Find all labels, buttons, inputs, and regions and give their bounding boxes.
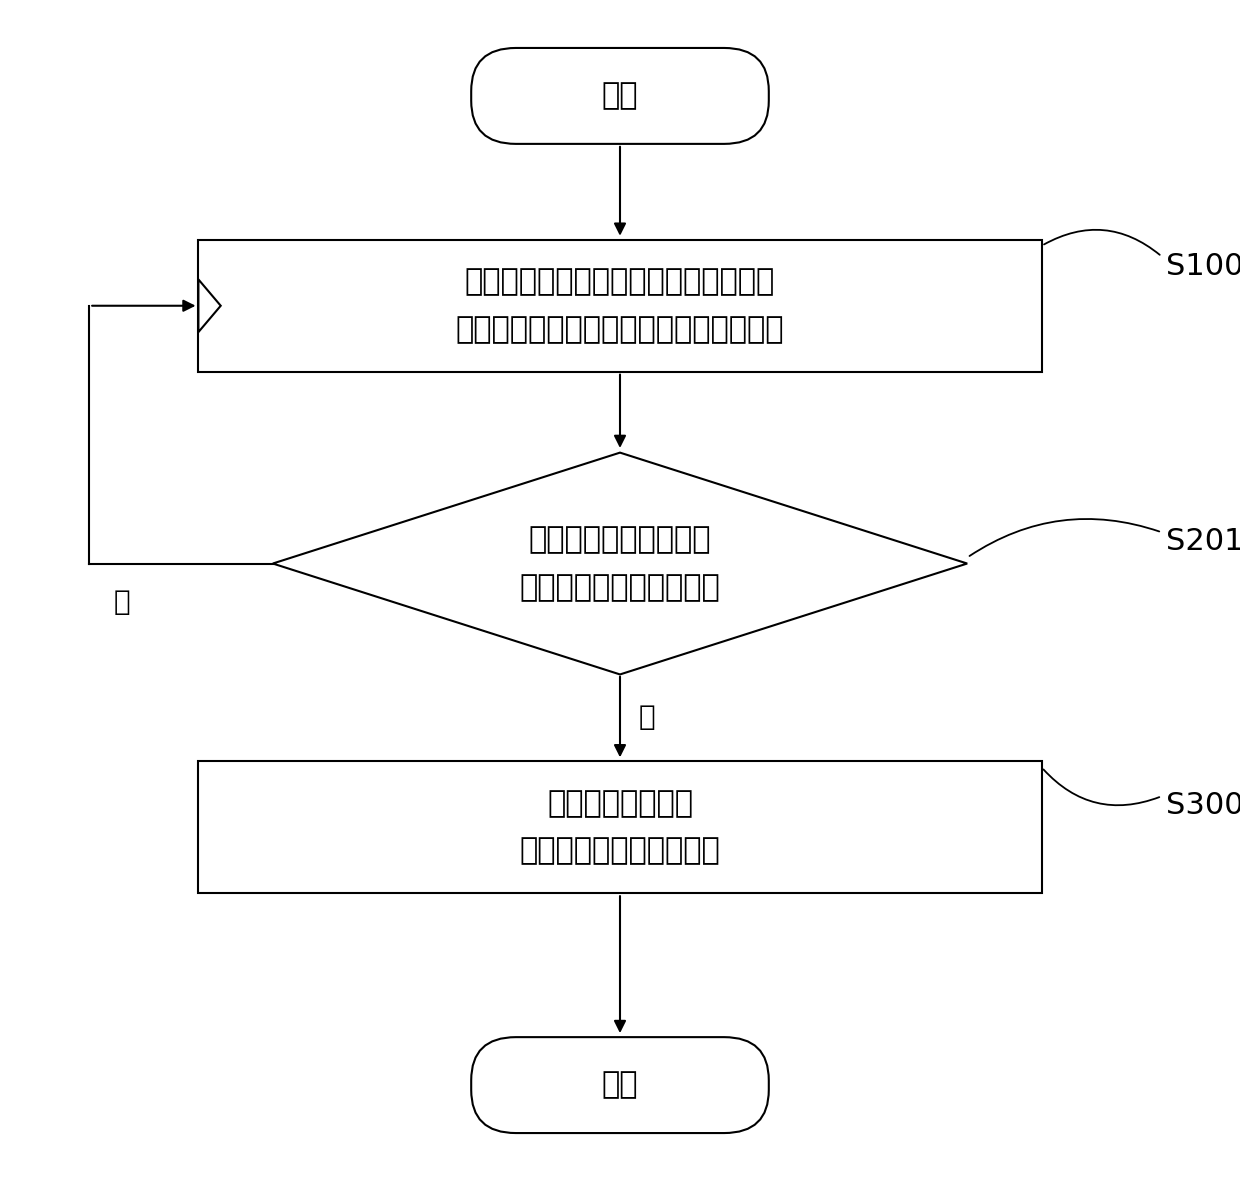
- Text: S201: S201: [1166, 528, 1240, 556]
- Text: S300: S300: [1166, 791, 1240, 820]
- Text: 否: 否: [113, 588, 130, 616]
- Bar: [198, 761, 1042, 893]
- Text: 判断实时温度数据是否
大于或等于第一预设温度: 判断实时温度数据是否 大于或等于第一预设温度: [520, 525, 720, 602]
- Text: 控制空调器工作，
以对證發器盘管进行降温: 控制空调器工作， 以对證發器盘管进行降温: [520, 789, 720, 866]
- Bar: [198, 240, 1042, 372]
- Text: 开始: 开始: [601, 82, 639, 110]
- Text: S100: S100: [1166, 252, 1240, 281]
- Polygon shape: [273, 452, 967, 674]
- FancyBboxPatch shape: [471, 48, 769, 144]
- Text: 结束: 结束: [601, 1071, 639, 1099]
- Text: 是: 是: [639, 703, 656, 731]
- Text: 响应空调器的待机指令或者关机指令，
接收空调器的證發器盘管的实时温度数据: 响应空调器的待机指令或者关机指令， 接收空调器的證發器盘管的实时温度数据: [456, 267, 784, 344]
- FancyBboxPatch shape: [471, 1037, 769, 1133]
